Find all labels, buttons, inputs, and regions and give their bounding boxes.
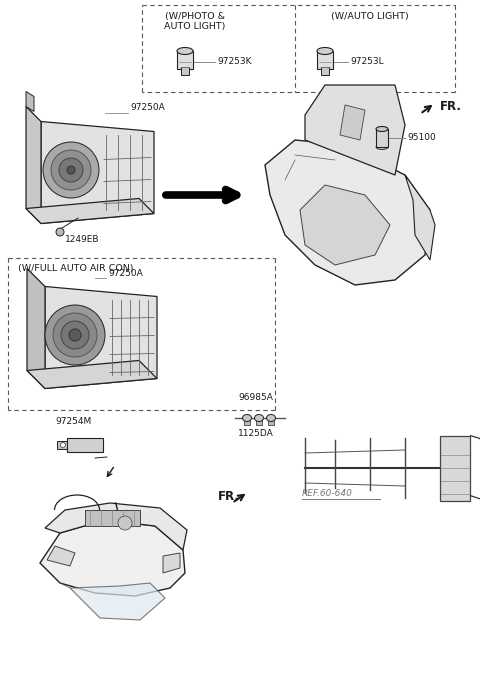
Bar (317, 51, 333, 69)
Polygon shape (70, 583, 165, 620)
Circle shape (67, 166, 75, 174)
Text: 97253L: 97253L (350, 57, 384, 67)
Polygon shape (26, 106, 41, 224)
Bar (268, 417, 274, 425)
Text: 97254M: 97254M (55, 417, 91, 427)
Polygon shape (300, 185, 390, 265)
Bar (244, 417, 250, 425)
Text: AUTO LIGHT): AUTO LIGHT) (164, 22, 226, 31)
Text: FR.: FR. (218, 489, 240, 503)
Text: 95100: 95100 (407, 133, 436, 142)
Circle shape (53, 313, 97, 357)
Text: (W/FULL AUTO AIR CON): (W/FULL AUTO AIR CON) (18, 264, 133, 273)
Text: REF.60-640: REF.60-640 (302, 489, 353, 499)
Bar (376, 129, 388, 147)
Bar (321, 67, 329, 75)
Polygon shape (40, 520, 185, 596)
Text: 97250A: 97250A (130, 104, 165, 113)
Text: 96985A: 96985A (238, 394, 273, 402)
Ellipse shape (266, 415, 276, 421)
Bar (440, 435, 470, 501)
Circle shape (118, 516, 132, 530)
Bar (67, 438, 103, 452)
Polygon shape (41, 121, 154, 224)
Bar (85, 510, 140, 526)
Ellipse shape (376, 144, 388, 150)
Polygon shape (26, 199, 154, 224)
Polygon shape (26, 92, 34, 111)
Text: 97250A: 97250A (108, 268, 143, 278)
Circle shape (61, 321, 89, 349)
Circle shape (45, 305, 105, 365)
Polygon shape (163, 553, 180, 573)
Polygon shape (265, 140, 430, 285)
Ellipse shape (242, 415, 252, 421)
Polygon shape (45, 503, 187, 550)
Polygon shape (405, 175, 435, 260)
Ellipse shape (376, 127, 388, 131)
Bar (177, 51, 193, 69)
Polygon shape (340, 105, 365, 140)
Polygon shape (47, 546, 75, 566)
Polygon shape (27, 268, 45, 388)
Circle shape (43, 142, 99, 198)
Ellipse shape (317, 47, 333, 55)
Bar (256, 417, 262, 425)
Ellipse shape (177, 47, 193, 55)
Circle shape (56, 228, 64, 236)
Circle shape (51, 150, 91, 190)
Circle shape (60, 443, 65, 448)
Text: FR.: FR. (440, 100, 462, 113)
Polygon shape (27, 361, 157, 388)
Text: 1249EB: 1249EB (65, 235, 99, 245)
Polygon shape (45, 286, 157, 388)
Circle shape (59, 158, 83, 182)
Polygon shape (305, 85, 405, 175)
Text: (W/PHOTO &: (W/PHOTO & (165, 12, 225, 21)
Text: (W/AUTO LIGHT): (W/AUTO LIGHT) (331, 12, 409, 21)
Bar (57, 441, 67, 449)
Bar (181, 67, 189, 75)
Circle shape (69, 329, 81, 341)
Ellipse shape (254, 415, 264, 421)
Text: 1125DA: 1125DA (238, 429, 274, 437)
Text: 97253K: 97253K (217, 57, 252, 67)
